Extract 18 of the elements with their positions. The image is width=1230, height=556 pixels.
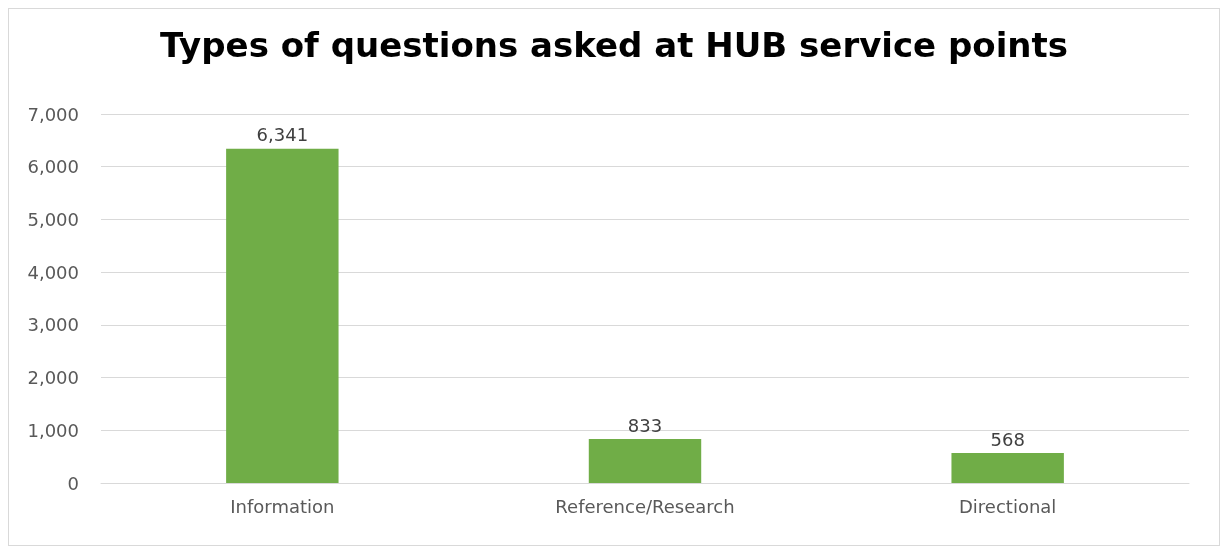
bar xyxy=(951,453,1064,483)
y-tick-label: 6,000 xyxy=(27,156,79,178)
chart-title: Types of questions asked at HUB service points xyxy=(159,25,1069,65)
y-tick-label: 7,000 xyxy=(27,103,79,125)
bar xyxy=(226,148,339,483)
x-tick-label: Directional xyxy=(958,495,1057,517)
y-tick-label: 4,000 xyxy=(27,261,79,283)
bar xyxy=(588,439,702,483)
x-tick-label: Reference/Research xyxy=(555,495,735,517)
y-tick-label: 5,000 xyxy=(27,208,79,230)
data-label: 568 xyxy=(990,428,1025,450)
data-label: 6,341 xyxy=(256,124,309,146)
data-label: 833 xyxy=(627,414,663,436)
y-tick-label: 3,000 xyxy=(27,314,79,336)
y-tick-label: 2,000 xyxy=(27,367,79,389)
x-tick-label: Information xyxy=(230,495,335,517)
y-tick-label: 1,000 xyxy=(27,419,79,441)
y-tick-label: 0 xyxy=(67,472,79,494)
